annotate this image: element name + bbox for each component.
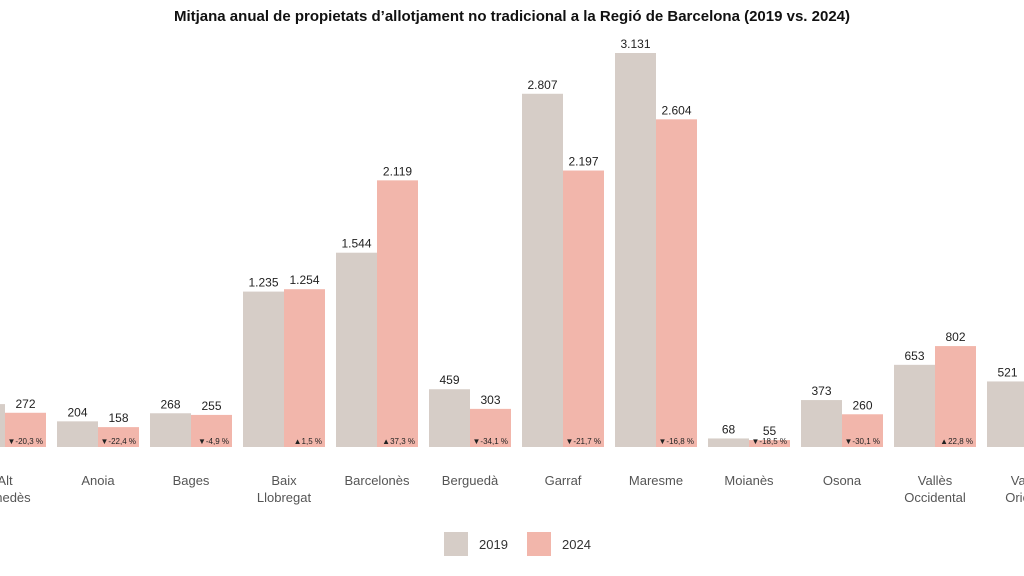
bar-2024 xyxy=(284,289,325,447)
value-label: 2.119 xyxy=(383,164,412,178)
change-label: ▲22,8 % xyxy=(940,437,973,446)
bar-2024 xyxy=(5,412,46,447)
bar-2019 xyxy=(243,291,284,447)
bar-2024 xyxy=(749,440,790,447)
bar-2019 xyxy=(336,252,377,447)
bar-2019 xyxy=(150,413,191,447)
value-label: 2.604 xyxy=(661,103,691,117)
change-label: ▼-4,9 % xyxy=(198,437,229,446)
value-label: 255 xyxy=(201,399,221,413)
bar-2019 xyxy=(987,381,1024,447)
category-label: Maresme xyxy=(629,473,683,488)
value-label: 2.197 xyxy=(568,155,598,169)
change-label: ▼-20,3 % xyxy=(8,437,44,446)
category-label: Oriental xyxy=(1005,490,1024,505)
bar-2019 xyxy=(57,421,98,447)
bar-2024 xyxy=(377,180,418,447)
category-label: Vallès xyxy=(918,473,953,488)
value-label: 158 xyxy=(108,411,128,425)
value-label: 1.544 xyxy=(341,237,371,251)
change-label: ▼-22,4 % xyxy=(101,437,137,446)
bar-2024 xyxy=(470,408,511,447)
value-label: 3.131 xyxy=(620,37,650,51)
change-label: ▼-16,8 % xyxy=(659,437,695,446)
value-label: 1.254 xyxy=(289,273,319,287)
change-label: ▼-18,5 % xyxy=(752,437,788,446)
value-label: 272 xyxy=(15,397,35,411)
category-label: Moianès xyxy=(724,473,774,488)
value-label: 653 xyxy=(904,349,924,363)
bar-2019 xyxy=(894,364,935,447)
bar-2019 xyxy=(615,53,656,447)
change-label: ▼-34,1 % xyxy=(473,437,509,446)
change-label: ▼-30,1 % xyxy=(845,437,881,446)
legend-swatch-2024 xyxy=(527,532,551,556)
value-label: 303 xyxy=(480,393,500,407)
value-label: 55 xyxy=(763,424,777,438)
value-label: 260 xyxy=(852,398,872,412)
category-label: Berguedà xyxy=(442,473,499,488)
category-label: Garraf xyxy=(545,473,582,488)
bar-2019 xyxy=(0,404,5,447)
bar-2024 xyxy=(656,119,697,447)
bar-2019 xyxy=(429,389,470,447)
bar-2024 xyxy=(98,427,139,447)
bar-2024 xyxy=(935,346,976,447)
bar-2019 xyxy=(708,438,749,447)
value-label: 521 xyxy=(997,365,1017,379)
legend-label: 2024 xyxy=(562,537,591,552)
legend-label: 2019 xyxy=(479,537,508,552)
value-label: 1.235 xyxy=(248,276,278,290)
change-label: ▼-21,7 % xyxy=(566,437,602,446)
chart-title: Mitjana anual de propietats d’allotjamen… xyxy=(173,8,851,25)
category-label: Alt xyxy=(0,473,13,488)
category-label: Llobregat xyxy=(257,490,312,505)
category-label: Vallès xyxy=(1011,473,1024,488)
category-label: Penedès xyxy=(0,490,31,505)
change-label: ▲37,3 % xyxy=(382,437,415,446)
value-label: 268 xyxy=(160,397,180,411)
bar-2024 xyxy=(563,170,604,447)
bar-2019 xyxy=(522,93,563,447)
category-label: Occidental xyxy=(904,490,966,505)
value-label: 68 xyxy=(722,422,736,436)
value-label: 802 xyxy=(945,330,965,344)
change-label: ▲1,5 % xyxy=(294,437,322,446)
category-label: Baix xyxy=(271,473,297,488)
value-label: 373 xyxy=(811,384,831,398)
value-label: 2.807 xyxy=(527,78,557,92)
category-label: Bages xyxy=(173,473,210,488)
legend-swatch-2019 xyxy=(444,532,468,556)
category-label: Barcelonès xyxy=(344,473,410,488)
category-label: Osona xyxy=(823,473,862,488)
value-label: 459 xyxy=(439,373,459,387)
bar-2024 xyxy=(191,414,232,447)
value-label: 204 xyxy=(67,405,87,419)
category-label: Anoia xyxy=(81,473,115,488)
bar-2019 xyxy=(801,400,842,447)
bar-2024 xyxy=(842,414,883,447)
